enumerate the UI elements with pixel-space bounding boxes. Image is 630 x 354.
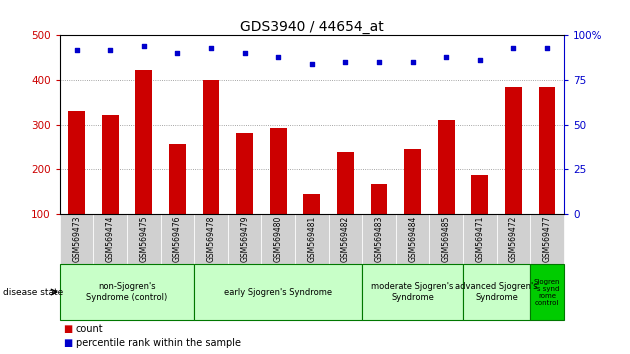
Bar [127,214,161,264]
Text: GSM569472: GSM569472 [509,216,518,262]
Bar [270,128,287,214]
Bar [438,120,455,214]
Text: GSM569478: GSM569478 [207,216,215,262]
Text: Sjogren
's synd
rome
control: Sjogren 's synd rome control [534,279,560,306]
Bar [68,112,85,214]
Text: GSM569484: GSM569484 [408,216,417,262]
Point [105,47,115,52]
Bar [135,70,152,214]
Bar [539,87,556,214]
Bar [337,153,354,214]
Bar [102,114,118,214]
Bar [463,214,496,264]
Bar [404,149,421,214]
Bar [194,264,362,320]
Text: GSM569482: GSM569482 [341,216,350,262]
Bar [194,214,228,264]
Bar [463,264,530,320]
Bar [228,214,261,264]
Text: GSM569476: GSM569476 [173,216,182,262]
Point [206,45,216,51]
Point [475,58,485,63]
Text: GSM569474: GSM569474 [106,216,115,262]
Text: ■: ■ [63,338,72,348]
Bar [261,214,295,264]
Text: GSM569477: GSM569477 [542,216,551,262]
Bar [161,214,194,264]
Bar [362,214,396,264]
Point [374,59,384,65]
Text: GSM569480: GSM569480 [274,216,283,262]
Bar [396,214,430,264]
Bar [60,264,194,320]
Bar [60,214,93,264]
Point [340,59,350,65]
Text: GSM569473: GSM569473 [72,216,81,262]
Bar [236,133,253,214]
Text: moderate Sjogren's
Syndrome: moderate Sjogren's Syndrome [372,282,454,302]
Text: percentile rank within the sample: percentile rank within the sample [76,338,241,348]
Point [441,54,451,60]
Point [542,45,552,51]
Text: GSM569481: GSM569481 [307,216,316,262]
Text: non-Sjogren's
Syndrome (control): non-Sjogren's Syndrome (control) [86,282,168,302]
Text: GSM569479: GSM569479 [240,216,249,262]
Point [239,50,249,56]
Title: GDS3940 / 44654_at: GDS3940 / 44654_at [240,21,384,34]
Text: advanced Sjogren's
Syndrome: advanced Sjogren's Syndrome [455,282,538,302]
Bar [362,264,463,320]
Bar [471,175,488,214]
Bar [329,214,362,264]
Text: ■: ■ [63,324,72,333]
Point [408,59,418,65]
Bar [93,214,127,264]
Bar [370,184,387,214]
Bar [430,214,463,264]
Text: GSM569483: GSM569483 [375,216,384,262]
Bar [169,144,186,214]
Point [508,45,518,51]
Point [273,54,284,60]
Bar [505,87,522,214]
Text: GSM569471: GSM569471 [476,216,484,262]
Bar [496,214,530,264]
Bar [203,80,219,214]
Bar [530,214,564,264]
Bar [530,264,564,320]
Bar [304,194,320,214]
Point [139,43,149,49]
Point [173,50,183,56]
Point [307,61,317,67]
Text: disease state: disease state [3,287,64,297]
Text: early Sjogren's Syndrome: early Sjogren's Syndrome [224,287,332,297]
Point [72,47,82,52]
Text: GSM569485: GSM569485 [442,216,450,262]
Text: GSM569475: GSM569475 [139,216,148,262]
Text: count: count [76,324,103,333]
Bar [295,214,329,264]
